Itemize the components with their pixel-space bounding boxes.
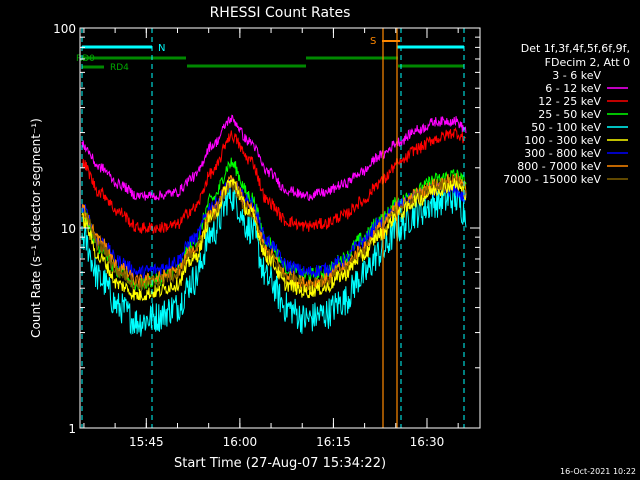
- y-tick-label: 10: [61, 222, 76, 236]
- legend-label-6: 300 - 800 keV: [524, 147, 601, 160]
- x-axis-label: Start Time (27-Aug-07 15:34:22): [174, 456, 386, 471]
- legend-label-1: 6 - 12 keV: [545, 82, 601, 95]
- series-line-5: [81, 178, 467, 302]
- legend-label-8: 7000 - 15000 keV: [503, 173, 601, 186]
- y-tick-label: 100: [53, 22, 76, 36]
- chart-title: RHESSI Count Rates: [210, 5, 351, 21]
- legend: Det 1f,3f,4f,5f,6f,9f, FDecim 2, Att 0 3…: [503, 42, 630, 186]
- flag-label-n: N: [158, 43, 165, 54]
- x-tick-label: 16:15: [316, 435, 351, 449]
- flag-label-s: S: [370, 36, 376, 47]
- series-line-2: [81, 127, 466, 234]
- x-tick-label: 16:00: [223, 435, 258, 449]
- series-line-6: [81, 177, 467, 279]
- footer-timestamp: 16-Oct-2021 10:22: [560, 467, 636, 476]
- legend-header-1: Det 1f,3f,4f,5f,6f,9f,: [521, 42, 630, 55]
- x-tick-label: 16:30: [410, 435, 445, 449]
- legend-label-2: 12 - 25 keV: [538, 95, 601, 108]
- series-line-8: [81, 175, 467, 294]
- x-tick-label: 15:45: [129, 435, 164, 449]
- y-tick-label: 1: [68, 422, 76, 436]
- legend-label-0: 3 - 6 keV: [552, 69, 601, 82]
- series-line-4: [81, 182, 467, 337]
- legend-header-2: FDecim 2, Att 0: [545, 56, 630, 69]
- y-axis-label: Count Rate (s⁻¹ detector segment⁻¹): [29, 118, 43, 338]
- legend-label-3: 25 - 50 keV: [538, 108, 601, 121]
- legend-label-4: 50 - 100 keV: [531, 121, 601, 134]
- x-axis-ticks: 15:45 16:00 16:15 16:30: [83, 28, 459, 449]
- legend-label-7: 800 - 7000 keV: [517, 160, 601, 173]
- legend-label-5: 100 - 300 keV: [524, 134, 601, 147]
- flag-label-rd0: RD0: [76, 54, 95, 64]
- flag-label-rd4: RD4: [110, 63, 129, 73]
- y-axis-ticks: 1 10 100: [53, 22, 480, 436]
- series-line-1: [81, 114, 467, 202]
